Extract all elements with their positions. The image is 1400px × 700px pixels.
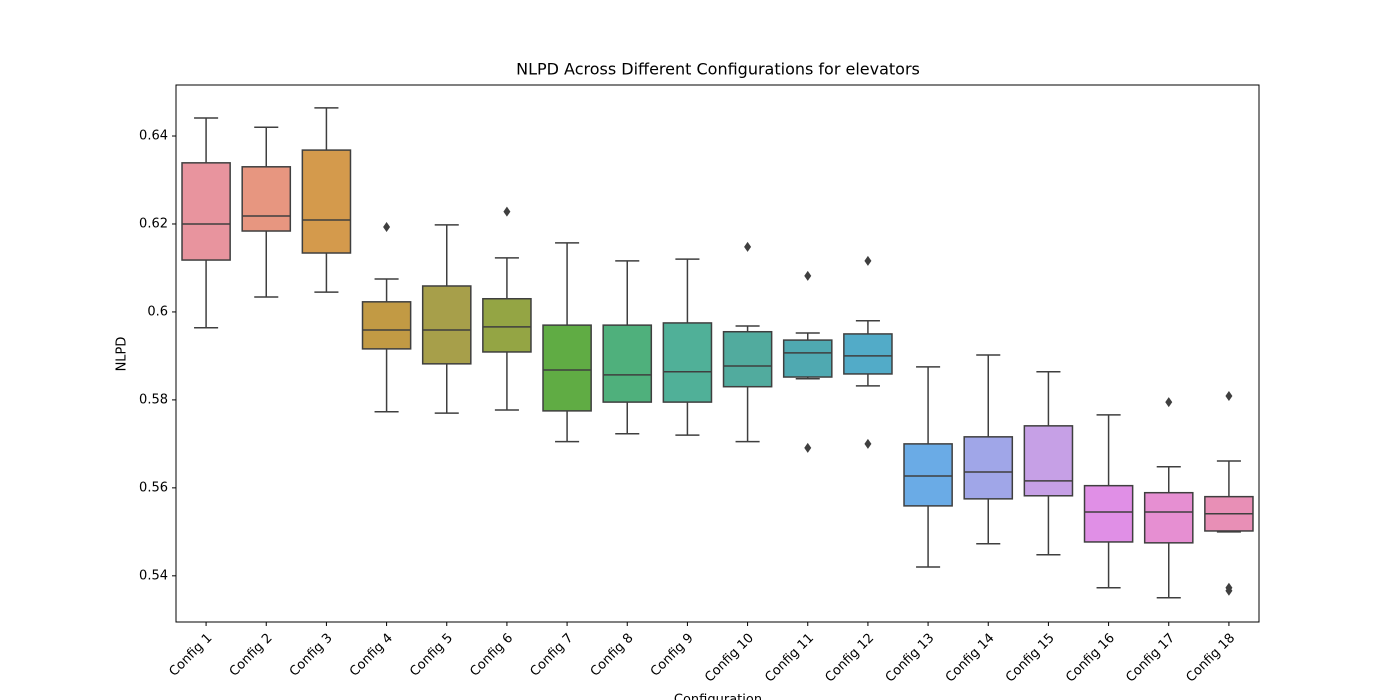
y-tick-label: 0.58 xyxy=(139,392,168,407)
box xyxy=(1143,491,1194,544)
x-tick-label: Config 18 xyxy=(1183,631,1238,686)
y-tick-label: 0.64 xyxy=(139,129,168,144)
x-tick-label: Config 15 xyxy=(1003,631,1058,686)
box xyxy=(843,333,893,375)
outlier xyxy=(383,222,391,233)
box xyxy=(301,149,352,254)
x-tick-label: Config 7 xyxy=(528,631,577,680)
outlier xyxy=(1225,390,1233,401)
box xyxy=(903,443,953,507)
x-tick-label: Config 3 xyxy=(287,631,336,680)
x-tick-label: Config 9 xyxy=(648,631,697,680)
box xyxy=(1083,484,1134,543)
chart-title: NLPD Across Different Configurations for… xyxy=(516,60,920,79)
x-tick-label: Config 2 xyxy=(227,631,276,680)
box xyxy=(662,322,713,403)
y-tick-label: 0.6 xyxy=(147,304,168,319)
box xyxy=(602,324,653,403)
box xyxy=(421,285,472,365)
box xyxy=(1023,425,1074,497)
x-axis-label: Configuration xyxy=(674,693,762,700)
x-tick-label: Config 5 xyxy=(407,631,456,680)
y-tick-label: 0.54 xyxy=(139,568,168,583)
x-tick-label: Config 4 xyxy=(347,631,396,680)
x-tick-label: Config 16 xyxy=(1063,631,1118,686)
outlier xyxy=(804,442,812,453)
box xyxy=(782,339,833,378)
box xyxy=(241,166,292,232)
outlier xyxy=(1165,397,1173,408)
outlier xyxy=(864,438,872,449)
outlier xyxy=(1225,585,1233,596)
x-tick-label: Config 6 xyxy=(467,631,516,680)
x-tick-label: Config 13 xyxy=(883,631,938,686)
box xyxy=(361,301,412,350)
box xyxy=(722,330,773,388)
x-tick-label: Config 8 xyxy=(588,631,637,680)
outlier xyxy=(864,255,872,266)
box xyxy=(963,436,1014,500)
y-tick-label: 0.62 xyxy=(139,216,168,231)
x-tick-label: Config 1 xyxy=(167,631,216,680)
y-axis-label: NLPD xyxy=(115,337,130,372)
y-tick-label: 0.56 xyxy=(139,480,168,495)
box xyxy=(482,297,532,353)
plot-frame xyxy=(175,84,1260,623)
outlier xyxy=(744,241,752,252)
x-tick-label: Config 10 xyxy=(702,631,757,686)
x-tick-label: Config 17 xyxy=(1123,631,1178,686)
box xyxy=(542,324,592,412)
box xyxy=(181,162,231,261)
x-tick-label: Config 14 xyxy=(943,631,998,686)
x-tick-label: Config 12 xyxy=(822,631,877,686)
x-tick-label: Config 11 xyxy=(762,631,817,686)
outlier xyxy=(503,206,511,217)
outlier xyxy=(804,270,812,281)
